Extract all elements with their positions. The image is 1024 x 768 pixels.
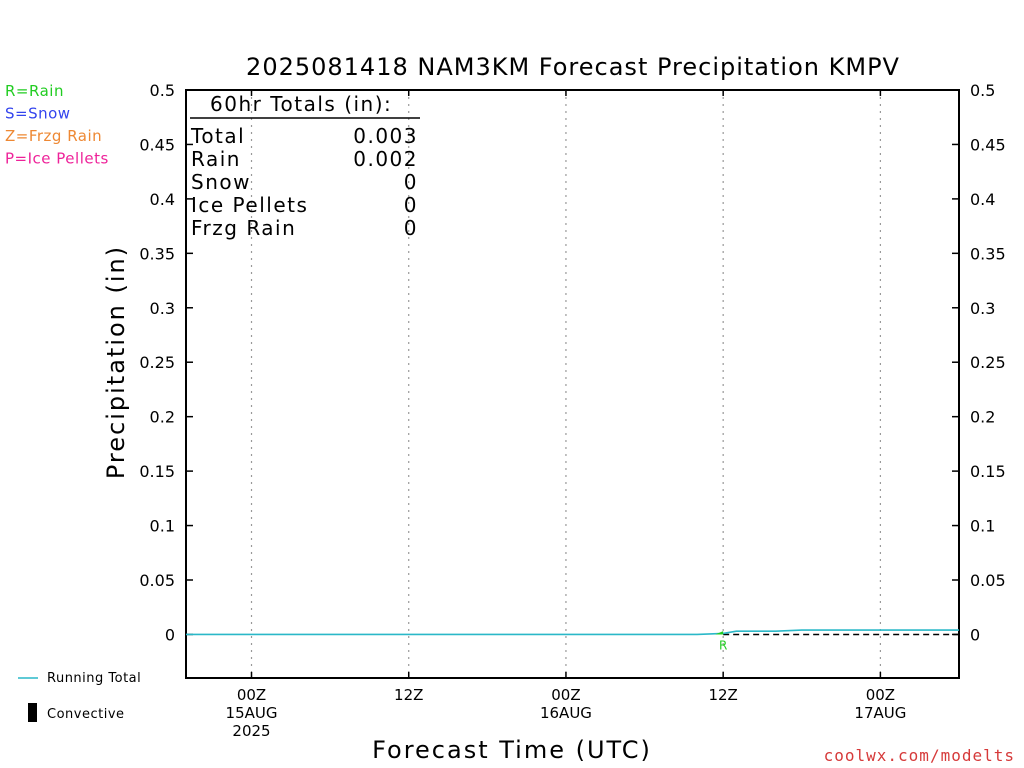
x-tick-label-3-0: 12Z	[708, 686, 737, 704]
x-tick-label-0-1: 15AUG	[226, 704, 278, 722]
precip-type-markers: R	[715, 631, 727, 652]
totals-label-3: Ice Pellets	[191, 193, 308, 217]
precip-type-0: R=Rain	[5, 82, 64, 100]
totals-value-0: 0.003	[353, 124, 418, 148]
x-tick-label-4-1: 17AUG	[854, 704, 906, 722]
totals-label-1: Rain	[191, 147, 241, 171]
precip-type-legend: R=Rain S=Snow Z=Frzg Rain P=Ice Pellets	[5, 82, 109, 168]
totals-value-4: 0	[404, 216, 418, 240]
y-tick-label-left-8: 0.4	[150, 190, 175, 209]
y-tick-label-right-5: 0.25	[970, 353, 1006, 372]
y-tick-label-right-4: 0.2	[970, 408, 995, 427]
x-tick-label-1-0: 12Z	[394, 686, 423, 704]
x-tick-label-4-0: 00Z	[866, 686, 895, 704]
precip-wedge-0	[715, 631, 724, 635]
x-tick-label-2-1: 16AUG	[540, 704, 592, 722]
y-tick-label-right-0: 0	[970, 625, 980, 644]
x-tick-label-2-0: 00Z	[551, 686, 580, 704]
y-tick-label-left-2: 0.1	[150, 517, 175, 536]
vertical-grid	[250, 90, 881, 678]
y-tick-label-right-1: 0.05	[970, 571, 1006, 590]
x-axis-label: Forecast Time (UTC)	[372, 736, 652, 764]
y-axis-ticks: 0 00.05 0.050.1 0.10.15 0.150.2 0.20.25 0.250.…	[139, 81, 1005, 644]
x-tick-label-0-2: 2025	[232, 722, 270, 740]
totals-label-2: Snow	[191, 170, 251, 194]
y-tick-label-left-10: 0.5	[150, 81, 175, 100]
totals-label-0: Total	[190, 124, 245, 148]
y-tick-label-left-4: 0.2	[150, 408, 175, 427]
totals-label-4: Frzg Rain	[191, 216, 296, 240]
y-tick-label-right-2: 0.1	[970, 517, 995, 536]
totals-box: 60hr Totals (in): Total 0.003 Rain 0.002 Sno…	[190, 92, 420, 240]
y-tick-label-left-0: 0	[165, 625, 175, 644]
totals-value-3: 0	[404, 193, 418, 217]
y-tick-label-left-9: 0.45	[139, 135, 175, 154]
y-axis-label: Precipitation (in)	[102, 245, 130, 479]
y-tick-label-left-5: 0.25	[139, 353, 175, 372]
plot-frame	[185, 89, 960, 679]
convective-label: Convective	[47, 707, 125, 722]
totals-value-2: 0	[404, 170, 418, 194]
y-tick-label-left-6: 0.3	[150, 299, 175, 318]
y-tick-label-right-9: 0.45	[970, 135, 1006, 154]
precip-marker-0: R	[719, 638, 727, 652]
x-tick-label-0-0: 00Z	[237, 686, 266, 704]
y-tick-label-right-8: 0.4	[970, 190, 995, 209]
precip-type-1: S=Snow	[5, 105, 71, 123]
y-tick-label-left-3: 0.15	[139, 462, 175, 481]
y-tick-label-left-7: 0.35	[139, 244, 175, 263]
precip-type-2: Z=Frzg Rain	[5, 127, 102, 145]
series-line-running-total	[186, 629, 959, 636]
convective-swatch	[28, 703, 37, 722]
y-tick-label-right-3: 0.15	[970, 462, 1006, 481]
bottom-legend: Running Total Convective	[18, 671, 141, 722]
y-tick-label-right-6: 0.3	[970, 299, 995, 318]
totals-header: 60hr Totals (in):	[210, 92, 392, 116]
totals-value-1: 0.002	[353, 147, 418, 171]
credit-text: coolwx.com/modelts	[824, 746, 1015, 765]
y-tick-label-right-7: 0.35	[970, 244, 1006, 263]
y-tick-label-left-1: 0.05	[139, 571, 175, 590]
y-tick-label-right-10: 0.5	[970, 81, 995, 100]
series-layer	[186, 629, 959, 636]
chart-title: 2025081418 NAM3KM Forecast Precipitation…	[246, 53, 900, 81]
running-total-label: Running Total	[47, 671, 141, 686]
precip-type-3: P=Ice Pellets	[5, 150, 109, 168]
